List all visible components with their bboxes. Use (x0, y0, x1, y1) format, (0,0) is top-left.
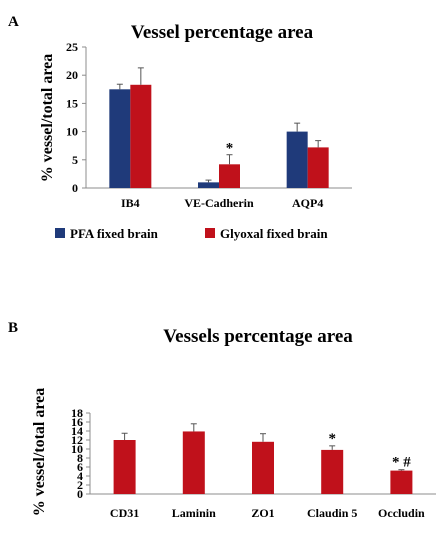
x-category-label: ZO1 (251, 506, 274, 520)
legend-swatch-glyoxal (205, 228, 215, 238)
x-category-label: Occludin (378, 506, 425, 520)
panel-b-title: Vessels percentage area (163, 326, 353, 347)
y-tick-label: 0 (72, 181, 78, 195)
y-tick-label: 0 (77, 487, 83, 501)
y-tick-label: 25 (66, 40, 78, 54)
significance-marker: * # (392, 455, 411, 471)
significance-marker: * (226, 141, 234, 157)
panel-b-letter: B (8, 320, 18, 336)
panel-a-title: Vessel percentage area (131, 22, 314, 43)
significance-marker: * (328, 431, 336, 447)
x-category-label: AQP4 (292, 196, 323, 210)
y-tick-label: 2 (77, 478, 83, 492)
y-tick-label: 10 (66, 125, 78, 139)
y-tick-label: 6 (77, 460, 83, 474)
bar (286, 131, 308, 188)
y-tick-label: 15 (66, 96, 78, 110)
panel-b: B Vessels percentage area % vessel/total… (8, 320, 436, 520)
legend-label-pfa: PFA fixed brain (70, 226, 159, 241)
bar (307, 147, 329, 188)
y-tick-label: 10 (71, 442, 83, 456)
x-category-label: Claudin 5 (307, 506, 357, 520)
x-category-label: Laminin (172, 506, 216, 520)
legend-label-glyoxal: Glyoxal fixed brain (220, 226, 328, 241)
y-tick-label: 18 (71, 406, 83, 420)
panel-b-y-axis-label: % vessel/total area (31, 388, 48, 517)
x-category-label: IB4 (121, 196, 140, 210)
legend-swatch-pfa (55, 228, 65, 238)
panel-a-plot-area: 0 5 10 15 20 25 IB4 VE-Cadherin AQP4 * (66, 40, 352, 210)
bar (113, 440, 136, 494)
y-tick-label: 16 (71, 415, 83, 429)
panel-a: A Vessel percentage area % vessel/total … (8, 14, 352, 241)
y-tick-label: 20 (66, 68, 78, 82)
bar (109, 89, 131, 188)
bar (390, 470, 413, 494)
x-category-label: VE-Cadherin (184, 196, 254, 210)
bar (198, 182, 219, 188)
panel-a-y-axis-label: % vessel/total area (39, 54, 56, 183)
y-tick-label: 8 (77, 451, 83, 465)
y-tick-label: 5 (72, 153, 78, 167)
y-tick-label: 4 (77, 469, 83, 483)
y-tick-label: 14 (71, 424, 83, 438)
panel-a-legend: PFA fixed brain Glyoxal fixed brain (55, 226, 328, 241)
y-tick-label: 12 (71, 433, 83, 447)
bar (252, 441, 274, 494)
bar (321, 449, 344, 494)
bar (182, 431, 205, 494)
bar (130, 84, 152, 188)
panel-a-letter: A (8, 14, 19, 30)
bar (219, 164, 240, 188)
x-category-label: CD31 (110, 506, 139, 520)
